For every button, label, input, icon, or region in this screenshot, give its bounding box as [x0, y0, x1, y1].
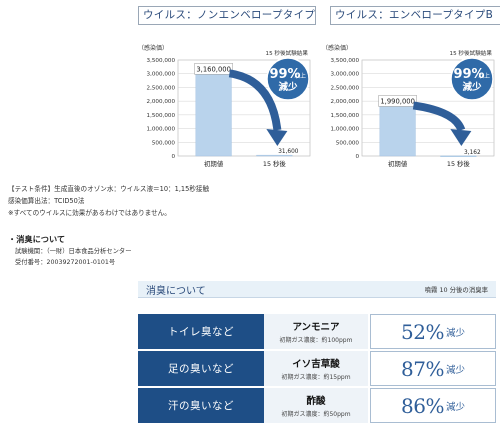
y-tick-label: 3,500,000 — [147, 58, 176, 64]
odor-section-bar: 消臭について 噴霧 10 分後の消臭率 — [138, 281, 496, 298]
y-tick-label: 0 — [171, 154, 175, 160]
substance-name: 酢酸 — [306, 396, 326, 407]
data-label-box — [194, 63, 233, 75]
odor-table: トイレ臭など アンモニア 初期ガス濃度：約100ppm 52% 減少 足の臭いな… — [138, 314, 496, 425]
odor-heading: ・消臭について — [8, 234, 66, 244]
x-tick-label: 15 秒後 — [447, 159, 471, 168]
conditions-line-1: 【テスト条件】生成直後のオゾン水：ウイルス液＝10：1,15秒接触 — [8, 185, 210, 193]
y-tick-label: 3,000,000 — [331, 72, 360, 78]
test-conditions: 【テスト条件】生成直後のオゾン水：ウイルス液＝10：1,15秒接触 感染価算出法… — [8, 183, 209, 219]
x-tick-label: 15 秒後 — [263, 159, 287, 168]
y-axis-label: （感染価） — [138, 44, 168, 52]
y-tick-label: 3,000,000 — [147, 72, 176, 78]
y-tick-label: 3,500,000 — [331, 58, 360, 64]
odor-substance: イソ吉草酸 初期ガス濃度：約15ppm — [264, 351, 368, 386]
chart-title-a: ウイルス：ノンエンベロープタイプA — [138, 6, 316, 25]
data-label: 1,990,000 — [380, 97, 415, 105]
bar — [195, 69, 232, 157]
bar — [379, 101, 416, 157]
y-tick-label: 1,500,000 — [147, 113, 176, 119]
odor-row: トイレ臭など アンモニア 初期ガス濃度：約100ppm 52% 減少 — [138, 314, 496, 349]
receipt-number: 受付番号：20039272001-0101号 — [15, 259, 116, 266]
reduction-badge — [266, 57, 310, 101]
x-tick-label: 初期値 — [204, 159, 224, 168]
y-tick-label: 0 — [355, 154, 359, 160]
y-tick-label: 500,000 — [152, 140, 176, 146]
arrow-head — [266, 129, 288, 146]
y-tick-label: 1,500,000 — [331, 113, 360, 119]
odor-label: 足の臭いなど — [138, 351, 264, 386]
data-label-box — [378, 95, 417, 107]
badge-above: 以上 — [478, 72, 490, 80]
odor-section-title: 消臭について — [146, 286, 206, 297]
y-tick-label: 2,000,000 — [331, 99, 360, 105]
reduction-percent: 86% — [401, 393, 444, 418]
decrease-arrow — [228, 69, 282, 131]
chart-panel-b: ウイルス：エンベロープタイプB （感染価） 15 秒後試験結果 0 500,000 1,… — [322, 6, 500, 168]
decrease-arrow — [412, 101, 466, 132]
conditions-line-2: 感染価算出法：TCID50法 — [8, 197, 85, 205]
badge-percent: 99% — [453, 67, 484, 82]
odor-result: 86% 減少 — [370, 388, 496, 423]
y-tick-label: 2,000,000 — [147, 99, 176, 105]
substance-name: アンモニア — [292, 322, 340, 333]
substance-name: イソ吉草酸 — [292, 359, 340, 370]
substance-concentration: 初期ガス濃度：約100ppm — [279, 337, 353, 344]
badge-percent: 99% — [269, 67, 300, 82]
y-tick-label: 2,500,000 — [331, 85, 360, 91]
chart-svg-b: （感染価） 15 秒後試験結果 0 500,000 1,000,000 1,500,000… — [322, 44, 495, 168]
y-tick-label: 2,500,000 — [147, 85, 176, 91]
badge-decrease: 減少 — [462, 81, 482, 93]
conditions-line-3: ※すべてのウイルスに効果があるわけではありません。 — [8, 209, 171, 217]
odor-info: 試験機関：（一財）日本食品分析センター 受付番号：20039272001-010… — [15, 246, 132, 268]
chart-svg-a: （感染価） 15 秒後試験結果 0 500,000 1,000,000 1,500,000… — [138, 44, 311, 168]
chart-panel-a: ウイルス：ノンエンベロープタイプA （感染価） 15 秒後試験結果 0 500,000… — [138, 6, 316, 168]
y-axis-label: （感染価） — [322, 44, 352, 52]
odor-substance: 酢酸 初期ガス濃度：約50ppm — [264, 388, 368, 423]
badge-decrease: 減少 — [278, 81, 298, 93]
odor-row: 汗の臭いなど 酢酸 初期ガス濃度：約50ppm 86% 減少 — [138, 388, 496, 423]
reduction-percent: 52% — [401, 319, 444, 344]
substance-concentration: 初期ガス濃度：約15ppm — [281, 374, 351, 381]
odor-label: トイレ臭など — [138, 314, 264, 349]
odor-section-note: 噴霧 10 分後の消臭率 — [424, 286, 488, 294]
y-tick-label: 1,000,000 — [147, 127, 176, 133]
reduction-suffix: 減少 — [445, 401, 465, 413]
bar — [256, 154, 293, 157]
arrow-head — [450, 129, 472, 146]
reduction-suffix: 減少 — [445, 327, 465, 339]
test-agency: 試験機関：（一財）日本食品分析センター — [15, 248, 132, 255]
bar — [440, 155, 477, 157]
data-label: 3,160,000 — [196, 65, 231, 73]
reduction-percent: 87% — [401, 356, 444, 381]
reduction-badge — [450, 57, 494, 101]
y-tick-label: 1,000,000 — [331, 127, 360, 133]
badge-above: 以上 — [294, 72, 306, 80]
odor-row: 足の臭いなど イソ吉草酸 初期ガス濃度：約15ppm 87% 減少 — [138, 351, 496, 386]
odor-substance: アンモニア 初期ガス濃度：約100ppm — [264, 314, 368, 349]
substance-concentration: 初期ガス濃度：約50ppm — [281, 411, 351, 418]
data-label: 3,162 — [464, 150, 481, 156]
data-label: 31,600 — [278, 149, 299, 155]
chart-note: 15 秒後試験結果 — [266, 49, 309, 57]
odor-result: 87% 減少 — [370, 351, 496, 386]
x-tick-label: 初期値 — [388, 159, 408, 168]
y-tick-label: 500,000 — [336, 140, 360, 146]
odor-result: 52% 減少 — [370, 314, 496, 349]
chart-note: 15 秒後試験結果 — [450, 49, 493, 57]
chart-title-b: ウイルス：エンベロープタイプB — [330, 6, 500, 25]
odor-label: 汗の臭いなど — [138, 388, 264, 423]
reduction-suffix: 減少 — [445, 364, 465, 376]
